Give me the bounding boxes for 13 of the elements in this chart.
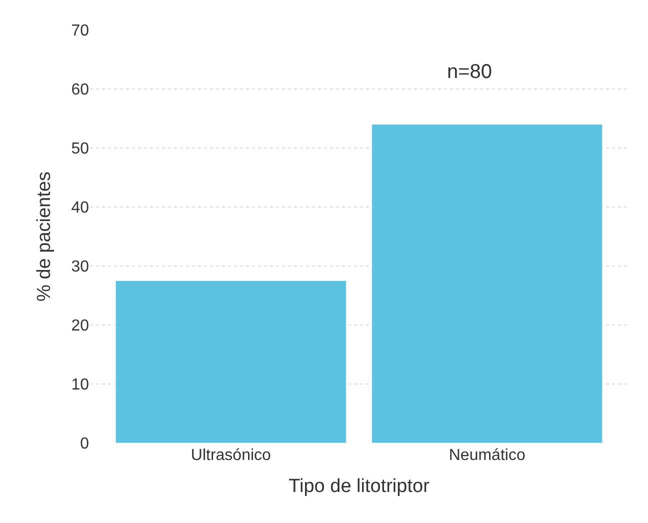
y-tick-label: 60 — [71, 82, 90, 99]
y-tick-label: 30 — [71, 258, 90, 276]
y-tick-label: 50 — [71, 140, 90, 158]
x-tick-label: Neumático — [448, 447, 526, 464]
x-tick-label: Ultrasónico — [190, 447, 272, 464]
y-tick-label: 40 — [71, 200, 90, 217]
x-axis-title: Tipo de litotriptor — [288, 476, 430, 497]
y-tick-label: 70 — [71, 22, 90, 40]
y-axis-title: % de pacientes — [34, 172, 56, 302]
y-tick-label: 20 — [71, 318, 90, 335]
y-tick-label: 0 — [80, 436, 90, 453]
annotation: n=80 — [447, 61, 492, 83]
y-tick-label: 10 — [71, 376, 90, 394]
